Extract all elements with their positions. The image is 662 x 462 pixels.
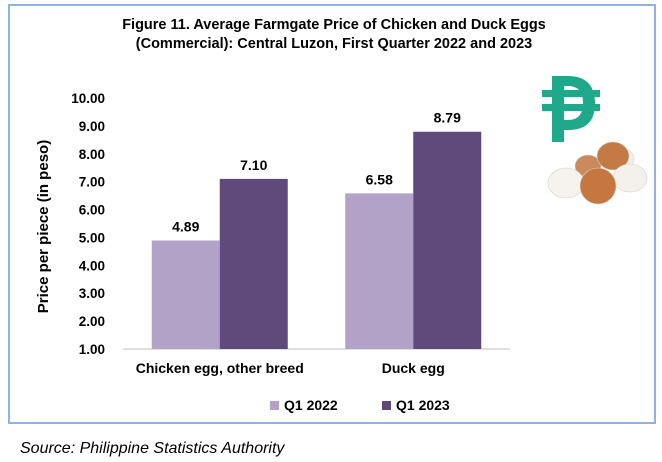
y-tick-label: 2.00 bbox=[79, 314, 105, 329]
data-label: 8.79 bbox=[434, 110, 461, 126]
y-tick-label: 6.00 bbox=[79, 203, 105, 218]
y-tick-label: 1.00 bbox=[79, 342, 105, 357]
data-label: 6.58 bbox=[366, 171, 393, 187]
legend-swatch bbox=[270, 401, 279, 410]
eggs-illustration bbox=[547, 141, 648, 205]
chart-title-line-2: (Commercial): Central Luzon, First Quart… bbox=[135, 36, 533, 52]
chart-title-line-1: Figure 11. Average Farmgate Price of Chi… bbox=[122, 17, 546, 33]
y-tick-label: 10.00 bbox=[71, 91, 105, 106]
chart-frame: Figure 11. Average Farmgate Price of Chi… bbox=[8, 4, 656, 424]
bar-q1-2022 bbox=[345, 193, 414, 349]
y-tick-label: 3.00 bbox=[79, 286, 105, 301]
y-tick-label: 4.00 bbox=[79, 258, 105, 273]
y-tick-label: 9.00 bbox=[79, 119, 105, 134]
legend-swatch bbox=[382, 401, 391, 410]
y-tick-label: 5.00 bbox=[79, 230, 105, 245]
legend-label: Q1 2023 bbox=[396, 397, 450, 413]
legend-label: Q1 2022 bbox=[284, 397, 338, 413]
y-axis-title: Price per piece (in peso) bbox=[35, 140, 52, 313]
bar-q1-2023 bbox=[219, 178, 288, 349]
data-label: 7.10 bbox=[240, 157, 267, 173]
source-note: Source: Philippine Statistics Authority bbox=[20, 440, 285, 457]
bar-q1-2023 bbox=[413, 131, 482, 349]
y-tick-label: 8.00 bbox=[79, 147, 105, 162]
x-category-label: Duck egg bbox=[382, 360, 445, 376]
chart-title: Figure 11. Average Farmgate Price of Chi… bbox=[10, 16, 658, 54]
data-label: 4.89 bbox=[172, 219, 199, 235]
y-tick-label: 7.00 bbox=[79, 175, 105, 190]
bar-q1-2022 bbox=[151, 240, 220, 349]
peso-icon bbox=[542, 76, 600, 142]
x-category-label: Chicken egg, other breed bbox=[136, 360, 304, 376]
bar-chart: 1.00 2.00 3.00 4.00 5.00 6.00 7.00 8.00 9.00 10.0… bbox=[35, 76, 648, 413]
